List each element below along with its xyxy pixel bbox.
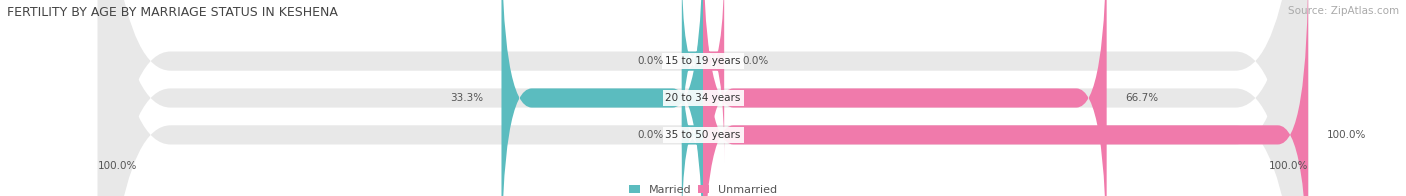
Text: 100.0%: 100.0%: [1268, 161, 1308, 171]
FancyBboxPatch shape: [98, 0, 1308, 196]
Text: 0.0%: 0.0%: [637, 56, 664, 66]
Text: Source: ZipAtlas.com: Source: ZipAtlas.com: [1288, 6, 1399, 16]
Text: 0.0%: 0.0%: [742, 56, 769, 66]
FancyBboxPatch shape: [682, 34, 703, 196]
FancyBboxPatch shape: [98, 0, 1308, 196]
FancyBboxPatch shape: [98, 0, 1308, 196]
Text: 33.3%: 33.3%: [450, 93, 484, 103]
FancyBboxPatch shape: [703, 0, 1308, 196]
Text: 100.0%: 100.0%: [98, 161, 138, 171]
Text: 20 to 34 years: 20 to 34 years: [665, 93, 741, 103]
Text: 15 to 19 years: 15 to 19 years: [665, 56, 741, 66]
FancyBboxPatch shape: [703, 0, 1107, 196]
Text: 100.0%: 100.0%: [1326, 130, 1365, 140]
Text: FERTILITY BY AGE BY MARRIAGE STATUS IN KESHENA: FERTILITY BY AGE BY MARRIAGE STATUS IN K…: [7, 6, 337, 19]
Text: 66.7%: 66.7%: [1125, 93, 1159, 103]
Text: 0.0%: 0.0%: [637, 130, 664, 140]
FancyBboxPatch shape: [502, 0, 703, 196]
FancyBboxPatch shape: [703, 0, 724, 162]
Text: 35 to 50 years: 35 to 50 years: [665, 130, 741, 140]
Legend: Married, Unmarried: Married, Unmarried: [624, 180, 782, 196]
FancyBboxPatch shape: [682, 0, 703, 162]
